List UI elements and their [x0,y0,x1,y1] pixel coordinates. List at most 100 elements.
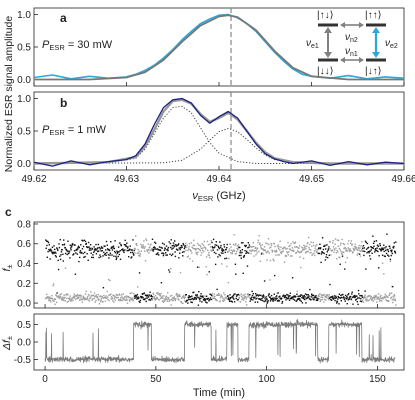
panel-c-top-point-f- [312,241,314,244]
panel-c-top-point-f- [259,260,261,262]
panel-c-top-point-f- [310,251,312,254]
energy-level-inset: |↑↓⟩ |↑↑⟩ |↓↓⟩ |↓↑⟩ νe1 νn2 νn1 νe2 [306,10,398,77]
panel-c-top-point-f- [71,297,74,299]
panel-c-top-point-f- [295,251,298,254]
panel-c-top-point-f+ [83,239,85,241]
panel-c-top-point-f- [351,243,353,245]
panel-c-top-point-f- [81,298,83,301]
panel-c-top-point-f+ [242,272,244,274]
panel-c-top-point-f- [227,250,229,253]
panel-c-top-point-f+ [117,255,119,258]
panel-c-top-point-f- [134,252,136,254]
inset-label-n1: νn1 [345,46,358,58]
inset-label-e2-main: ν [385,38,390,49]
panel-c-top-point-f- [344,261,347,264]
panel-c-top-point-f- [367,300,369,302]
panel-c-top-point-f- [165,297,167,299]
panel-c-top-point-f- [382,298,385,300]
panel-c-top-point-f+ [340,294,342,297]
panel-b-data-line [33,97,405,167]
panel-c-top-point-f+ [370,249,372,251]
panel-c-top-point-f+ [237,299,239,301]
panel-c-top-point-f- [142,244,144,246]
panel-c-top-point-f+ [158,254,160,256]
panel-c-top-point-f+ [330,298,332,301]
panel-c-top-point-f+ [305,297,307,300]
panel-c-top-point-f- [393,294,395,296]
panel-c-top-point-f- [272,242,275,245]
panel-c-top-point-f- [117,294,119,296]
panel-c-top-point-f+ [376,244,379,246]
panel-c-bottom-x-ticks: 0 50 100 150 [42,366,386,385]
panel-c-top-point-f- [54,298,56,300]
panel-c-top-point-f- [168,297,170,299]
panel-c-top-point-f+ [73,250,76,252]
panel-c-top-point-f+ [141,296,143,298]
panel-c-top-point-f- [196,247,198,250]
panel-c-top-point-f- [206,273,208,276]
panel-c-top-point-f+ [105,240,108,243]
panel-c-top-point-f- [128,299,131,301]
panel-c-top-point-f- [161,297,163,299]
panel-c-top-point-f+ [218,246,220,249]
panel-c-top-point-f+ [353,295,355,297]
panel-c-top-point-f+ [281,302,283,304]
panel-c-top-point-f- [234,244,236,246]
panel-c-top-point-f+ [161,242,164,244]
panel-c-top-point-f- [149,246,151,248]
panel-c-top-point-f+ [81,248,84,250]
panel-c-top-point-f- [302,248,304,251]
panel-c-top-point-f- [239,294,241,297]
panel-c-top-point-f+ [244,244,246,247]
panel-c-top-point-f+ [124,239,126,242]
panel-c-top-point-f+ [385,252,388,255]
panel-c-top-point-f- [334,249,336,251]
panel-c-top-point-f+ [323,245,326,247]
panel-c-top-point-f+ [88,246,90,248]
panel-c-top-point-f+ [127,249,129,252]
panel-c-top-point-f- [346,250,349,252]
panel-c-top-point-f- [242,299,245,301]
panel-c-top-point-f- [275,254,277,256]
panel-c-top-point-f- [195,249,197,251]
panel-c-top-point-f- [338,256,340,258]
panel-c-top-point-f- [348,249,351,251]
panel-c-top-point-f- [181,302,183,304]
panel-c-top-point-f+ [275,298,277,300]
panel-c-top-y-tick-label: 0.0 [17,299,31,310]
panel-c-top-point-f+ [330,296,332,298]
panel-b-series [33,97,405,167]
panel-c-top-point-f+ [322,252,324,254]
panel-c-top-point-f- [292,249,295,251]
panel-c-top-point-f+ [78,246,80,249]
panel-c-top-point-f+ [364,290,366,292]
panel-c-top-point-f+ [300,294,303,296]
panel-c-top-point-f- [384,297,386,299]
panel-c-top-point-f+ [322,248,325,251]
panel-c-top-point-f+ [188,298,190,300]
panel-c-top-point-f- [387,296,389,299]
panel-c-top-point-f+ [84,251,86,254]
panel-c-top-point-f+ [186,299,189,301]
panel-c-top-point-f- [340,251,342,253]
panel-c-top-point-f- [69,295,71,297]
panel-c-top-point-f+ [387,249,389,251]
panel-c-top-point-f- [145,239,148,242]
panel-a-y-tick-label: 0.5 [17,43,31,54]
panel-c-top-point-f- [82,297,84,299]
panel-c-top-point-f- [261,252,263,254]
panel-c-top-point-f+ [342,293,344,296]
panel-c-top-point-f- [381,296,383,299]
panel-c-top-point-f- [131,292,133,294]
panel-c-top-point-f+ [227,295,229,297]
panel-c-top-point-f+ [263,300,265,303]
panel-c-top-point-f- [138,254,141,256]
panel-c-top-point-f- [214,295,216,298]
panel-c-top-point-f+ [252,293,254,295]
panel-c-top-point-f+ [255,295,258,297]
panel-c-top-point-f- [233,234,235,236]
panel-c-top-point-f- [301,249,304,251]
panel-c-top-point-f- [345,249,347,252]
panel-c-top-point-f+ [323,245,325,247]
panel-c-top-point-f- [185,249,187,252]
